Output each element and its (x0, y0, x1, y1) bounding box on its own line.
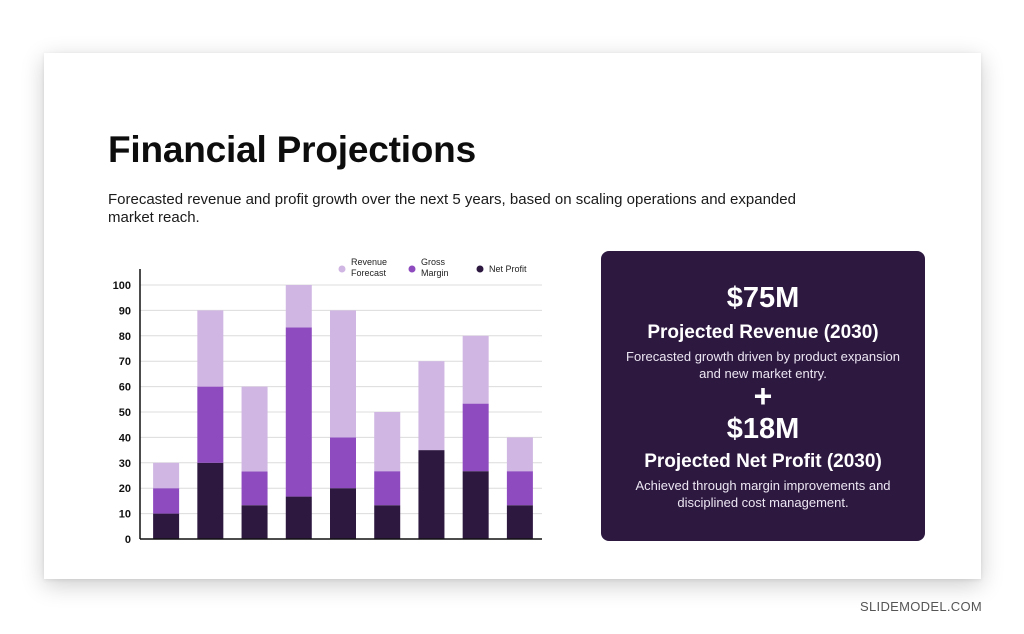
bar-net-profit (374, 505, 401, 539)
legend-label: Gross (421, 257, 446, 267)
bar-net-profit (462, 471, 489, 539)
slide-subtitle: Forecasted revenue and profit growth ove… (108, 191, 796, 226)
slide-title: Financial Projections (108, 129, 476, 170)
y-tick-label: 20 (119, 483, 131, 495)
y-tick-label: 90 (119, 305, 131, 317)
revenue-label: Projected Revenue (2030) (647, 322, 879, 343)
bar-net-profit (241, 505, 268, 539)
bar-net-profit (197, 462, 224, 539)
financial-chart: 0 10 20 30 40 50 60 70 80 90 100 Revenue Forecast Gr… (94, 248, 554, 548)
bar-net-profit (418, 450, 445, 539)
bar-revenue-forecast (330, 310, 356, 438)
legend-label: Net Profit (489, 264, 527, 274)
y-tick-label: 40 (119, 432, 131, 444)
plus-sign: + (753, 378, 773, 414)
profit-value: $18M (726, 413, 800, 445)
legend-marker (338, 265, 346, 273)
revenue-value: $75M (726, 282, 800, 314)
bar-net-profit (153, 513, 180, 539)
profit-label: Projected Net Profit (2030) (644, 451, 882, 472)
bar-net-profit (506, 505, 533, 539)
footer-brand: SLIDEMODEL.COM (860, 599, 982, 614)
y-tick-label: 30 (119, 458, 131, 470)
bar-gross-margin (197, 386, 224, 463)
legend-label: Forecast (351, 268, 387, 278)
y-tick-label: 100 (113, 280, 131, 292)
y-tick-label: 70 (119, 356, 131, 368)
bar-net-profit (285, 496, 312, 539)
bar-revenue-forecast (374, 412, 401, 472)
bar-gross-margin (330, 437, 356, 489)
profit-description: Achieved through margin improvements and… (635, 478, 891, 510)
bar-net-profit (330, 488, 356, 539)
bar-gross-margin (462, 403, 489, 472)
bar-revenue-forecast (462, 335, 489, 404)
legend-marker (476, 265, 484, 273)
bar-layer (153, 285, 533, 539)
bar-gross-margin (374, 471, 401, 506)
y-tick-label: 60 (119, 382, 131, 394)
legend-label: Revenue (351, 257, 387, 267)
axis-layer (139, 269, 542, 540)
y-tick-label: 50 (119, 407, 131, 419)
bar-revenue-forecast (153, 462, 180, 489)
tick-layer: 0 10 20 30 40 50 60 70 80 90 100 (113, 280, 131, 546)
bar-revenue-forecast (241, 386, 268, 472)
slide: Financial Projections Forecasted revenue… (44, 53, 981, 579)
bar-gross-margin (285, 327, 312, 497)
bar-revenue-forecast (506, 437, 533, 472)
y-tick-label: 0 (125, 534, 131, 546)
legend-marker (408, 265, 416, 273)
legend-label: Margin (421, 268, 449, 278)
bar-revenue-forecast (418, 361, 445, 451)
y-tick-label: 10 (119, 509, 131, 521)
y-tick-label: 80 (119, 331, 131, 343)
bar-gross-margin (153, 488, 180, 514)
projection-card: $75M Projected Revenue (2030) Forecasted… (601, 251, 925, 541)
bar-revenue-forecast (197, 310, 224, 387)
bar-gross-margin (241, 471, 268, 506)
revenue-description: Forecasted growth driven by product expa… (626, 349, 900, 381)
bar-gross-margin (506, 471, 533, 506)
bar-revenue-forecast (285, 285, 312, 328)
